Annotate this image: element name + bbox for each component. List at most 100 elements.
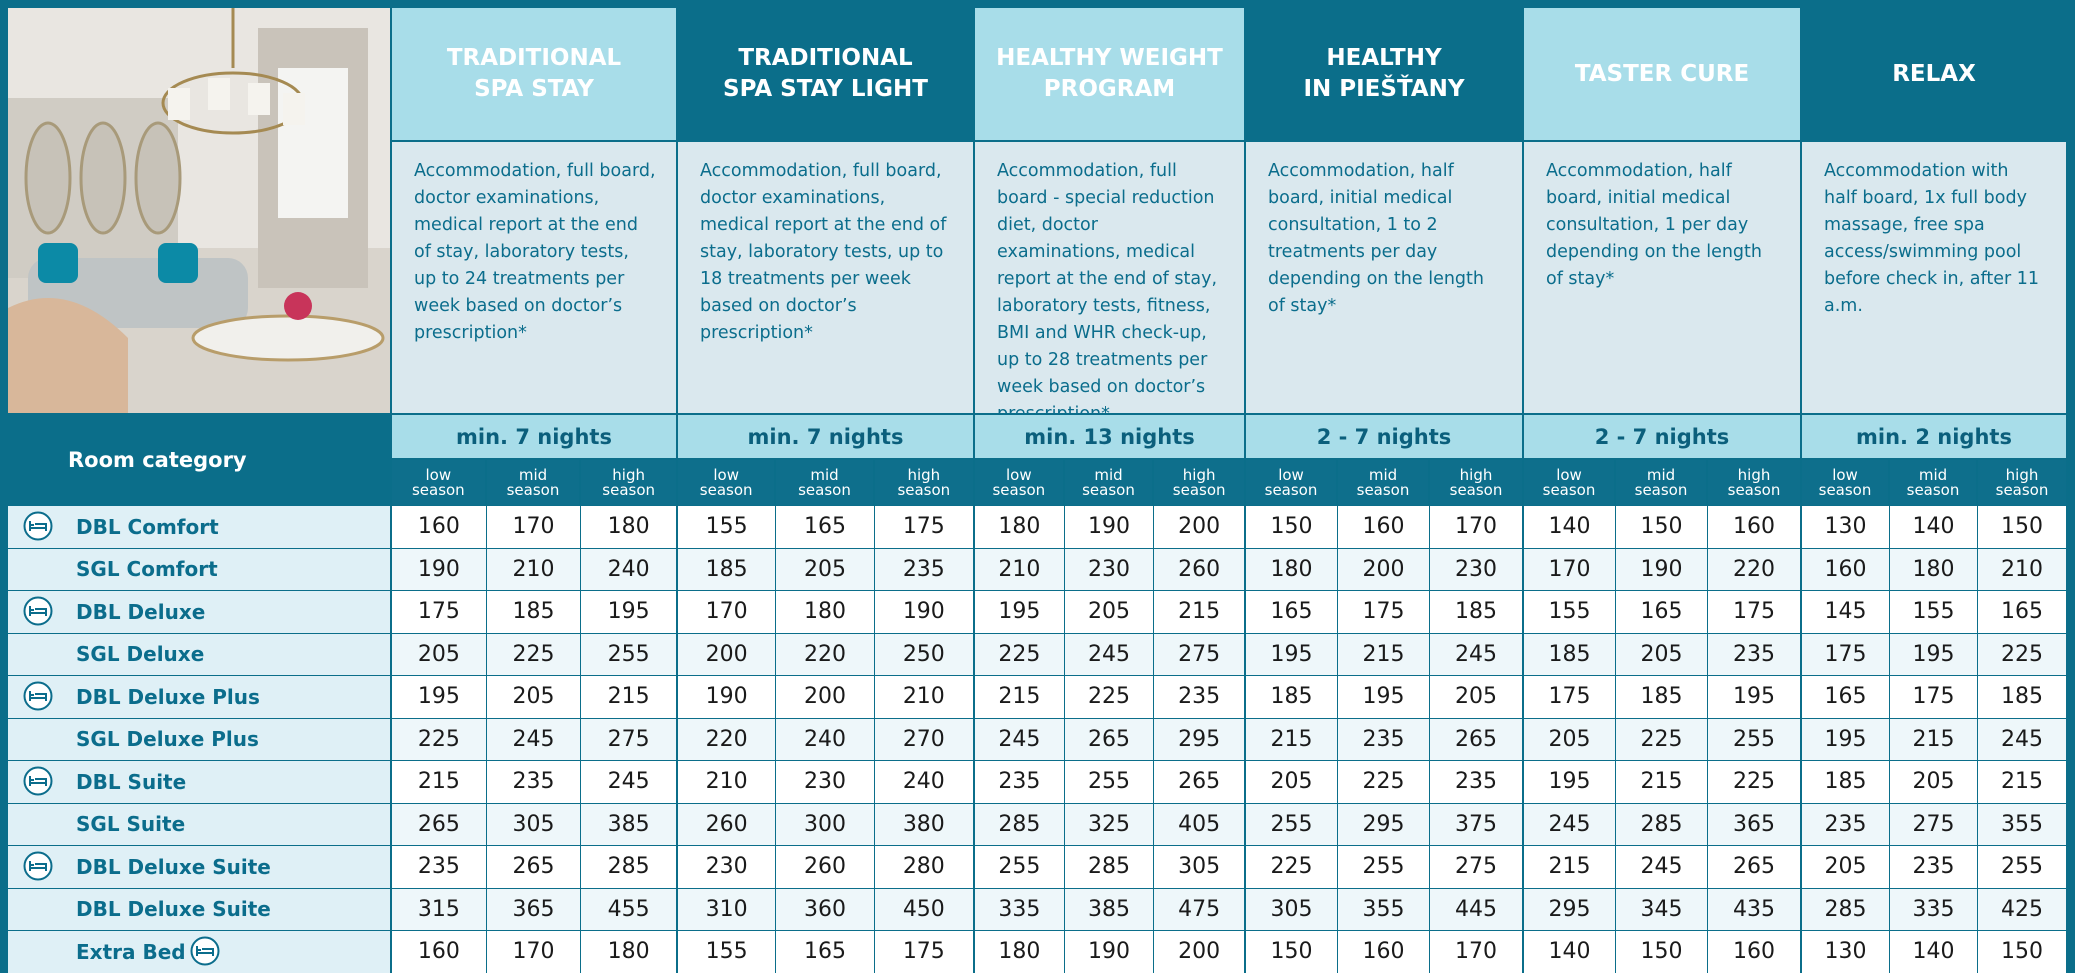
season-text: high season [1169, 468, 1229, 498]
price: 365 [487, 889, 581, 931]
room-category: DBL Deluxe [8, 591, 390, 633]
room-category: SGL Suite [8, 804, 390, 846]
price: 220 [776, 634, 873, 676]
minimum-stay: 2 - 7 nights [1524, 415, 1800, 458]
price: 265 [1065, 719, 1154, 761]
price: 255 [1246, 804, 1337, 846]
price: 170 [487, 506, 581, 548]
season-label: high season [1430, 460, 1522, 505]
package-description: Accommodation with half board, 1x full b… [1802, 142, 2066, 413]
price: 405 [1154, 804, 1244, 846]
price: 260 [1154, 549, 1244, 591]
price: 210 [975, 549, 1064, 591]
price: 185 [1978, 676, 2066, 718]
price: 255 [975, 846, 1064, 888]
price: 175 [1802, 634, 1889, 676]
package-title: TASTER CURE [1524, 8, 1800, 140]
price: 265 [1430, 719, 1522, 761]
price: 215 [1524, 846, 1615, 888]
price: 225 [1338, 761, 1429, 803]
price: 305 [1246, 889, 1337, 931]
season-label: mid season [1338, 460, 1428, 505]
price: 385 [1065, 889, 1154, 931]
price: 205 [1890, 761, 1977, 803]
price: 195 [975, 591, 1064, 633]
price: 205 [776, 549, 873, 591]
room-category: DBL Comfort [8, 506, 390, 548]
price: 245 [1524, 804, 1615, 846]
price: 225 [1978, 634, 2066, 676]
price: 275 [581, 719, 676, 761]
package-title: RELAX [1802, 8, 2066, 140]
price: 215 [975, 676, 1064, 718]
price: 210 [678, 761, 775, 803]
room-category: DBL Deluxe Plus [8, 676, 390, 718]
price: 295 [1154, 719, 1244, 761]
price: 175 [1524, 676, 1615, 718]
price: 150 [1616, 931, 1707, 973]
season-label: high season [581, 460, 676, 505]
price: 235 [1154, 676, 1244, 718]
season-text: high season [1724, 468, 1784, 498]
price: 185 [1246, 676, 1337, 718]
price: 200 [678, 634, 775, 676]
price: 345 [1616, 889, 1707, 931]
price: 160 [1802, 549, 1889, 591]
price: 205 [1616, 634, 1707, 676]
price: 245 [975, 719, 1064, 761]
price: 150 [1246, 931, 1337, 973]
price: 375 [1430, 804, 1522, 846]
minimum-stay: min. 7 nights [392, 415, 676, 458]
price: 165 [776, 931, 873, 973]
price: 235 [875, 549, 973, 591]
price: 215 [1246, 719, 1337, 761]
season-label: mid season [1616, 460, 1706, 505]
price: 205 [487, 676, 581, 718]
title-line: TRADITIONAL [447, 43, 621, 74]
price: 235 [487, 761, 581, 803]
price: 245 [1430, 634, 1522, 676]
package-description: Accommodation, half board, initial medic… [1246, 142, 1522, 413]
price: 185 [1524, 634, 1615, 676]
price: 175 [1890, 676, 1977, 718]
price: 160 [1338, 931, 1429, 973]
price: 260 [678, 804, 775, 846]
price: 180 [975, 931, 1064, 973]
season-label: mid season [1065, 460, 1153, 505]
price: 215 [581, 676, 676, 718]
price: 215 [392, 761, 486, 803]
season-text: mid season [794, 468, 854, 498]
price: 355 [1978, 804, 2066, 846]
price: 190 [1065, 506, 1154, 548]
price: 185 [487, 591, 581, 633]
price: 195 [1524, 761, 1615, 803]
price: 145 [1802, 591, 1889, 633]
room-category: DBL Suite [8, 761, 390, 803]
price: 235 [1430, 761, 1522, 803]
price: 140 [1524, 931, 1615, 973]
price: 180 [581, 931, 676, 973]
price: 225 [975, 634, 1064, 676]
title-line: HEALTHY WEIGHT [996, 43, 1223, 74]
price: 220 [678, 719, 775, 761]
price: 335 [975, 889, 1064, 931]
room-category: DBL Deluxe Suite [8, 889, 390, 931]
price: 155 [678, 506, 775, 548]
price: 285 [975, 804, 1064, 846]
price: 205 [1065, 591, 1154, 633]
price: 230 [1065, 549, 1154, 591]
season-label: low season [1524, 460, 1614, 505]
price: 445 [1430, 889, 1522, 931]
price: 195 [1246, 634, 1337, 676]
price: 255 [1978, 846, 2066, 888]
package-description: Accommodation, full board, doctor examin… [678, 142, 973, 413]
price: 245 [1616, 846, 1707, 888]
price: 215 [1890, 719, 1977, 761]
season-text: low season [1261, 468, 1321, 498]
price: 425 [1978, 889, 2066, 931]
price: 210 [487, 549, 581, 591]
season-label: low season [1802, 460, 1888, 505]
price: 265 [1708, 846, 1800, 888]
